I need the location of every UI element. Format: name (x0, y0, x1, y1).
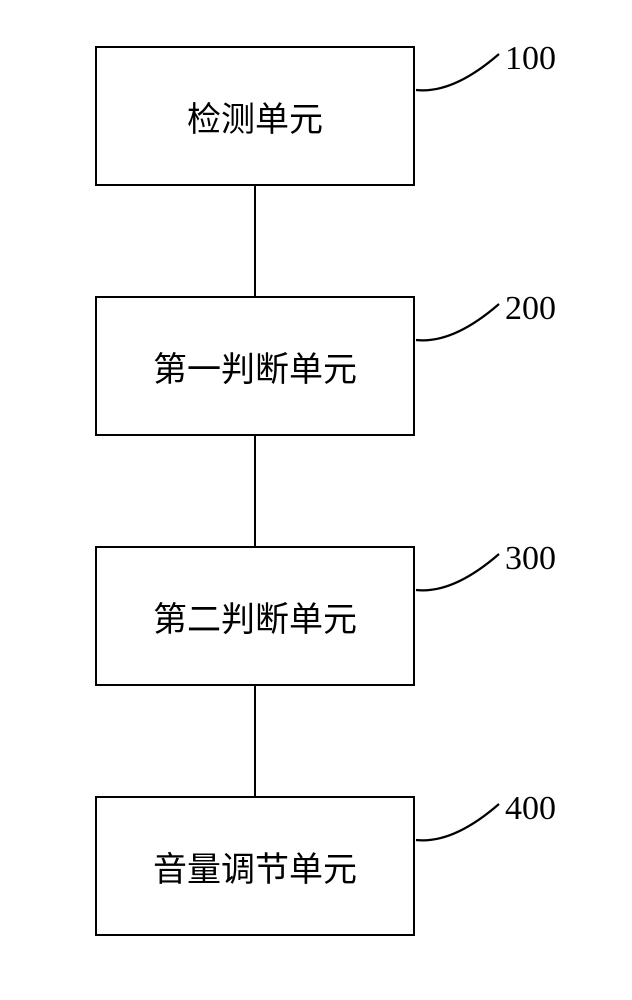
ref-label-400: 400 (505, 790, 556, 828)
ref-curve-100 (413, 50, 513, 110)
node-detection-unit: 检测单元 (95, 46, 415, 186)
diagram-canvas: 检测单元 100 第一判断单元 200 第二判断单元 300 音量调节单元 40… (0, 0, 632, 1000)
edge-2-3 (254, 436, 256, 546)
edge-3-4 (254, 686, 256, 796)
ref-label-100: 100 (505, 40, 556, 78)
node-volume-adjust-unit: 音量调节单元 (95, 796, 415, 936)
ref-label-300: 300 (505, 540, 556, 578)
node-label: 音量调节单元 (153, 842, 357, 891)
node-label: 检测单元 (187, 92, 323, 141)
node-first-judgment-unit: 第一判断单元 (95, 296, 415, 436)
ref-curve-200 (413, 300, 513, 360)
node-second-judgment-unit: 第二判断单元 (95, 546, 415, 686)
edge-1-2 (254, 186, 256, 296)
node-label: 第一判断单元 (153, 342, 357, 391)
node-label: 第二判断单元 (153, 592, 357, 641)
ref-label-200: 200 (505, 290, 556, 328)
ref-curve-300 (413, 550, 513, 610)
ref-curve-400 (413, 800, 513, 860)
